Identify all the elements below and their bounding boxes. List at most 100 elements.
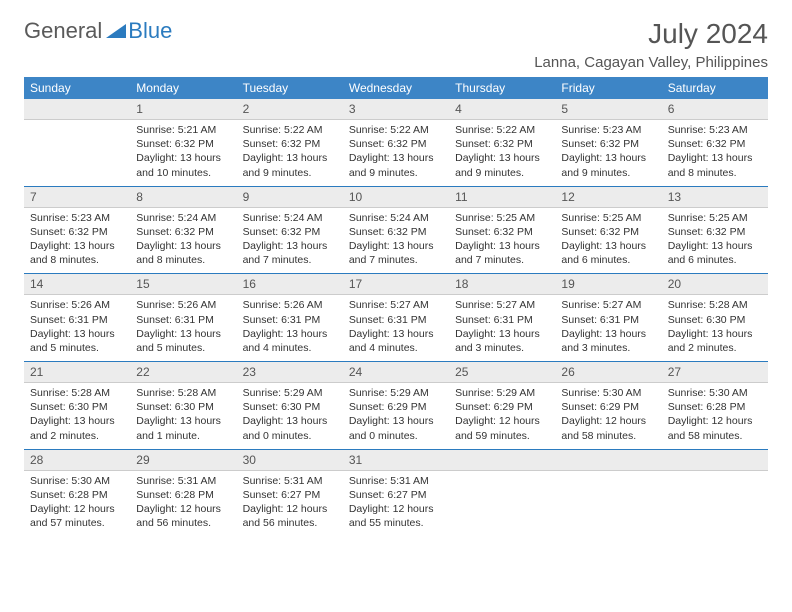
day-detail-row: Sunrise: 5:28 AMSunset: 6:30 PMDaylight:… [24, 383, 768, 450]
day-detail-cell: Sunrise: 5:24 AMSunset: 6:32 PMDaylight:… [237, 207, 343, 274]
sunrise-text: Sunrise: 5:31 AM [243, 474, 337, 488]
day-detail-cell: Sunrise: 5:28 AMSunset: 6:30 PMDaylight:… [662, 295, 768, 362]
daylight-text: Daylight: 13 hours and 7 minutes. [349, 239, 443, 267]
day-detail-cell: Sunrise: 5:27 AMSunset: 6:31 PMDaylight:… [555, 295, 661, 362]
sunset-text: Sunset: 6:30 PM [243, 400, 337, 414]
daylight-text: Daylight: 13 hours and 5 minutes. [30, 327, 124, 355]
day-number-cell: 28 [24, 449, 130, 470]
day-detail-cell: Sunrise: 5:26 AMSunset: 6:31 PMDaylight:… [24, 295, 130, 362]
day-number-cell: 17 [343, 274, 449, 295]
day-detail-cell: Sunrise: 5:29 AMSunset: 6:29 PMDaylight:… [343, 383, 449, 450]
day-number-cell: 12 [555, 186, 661, 207]
day-detail-row: Sunrise: 5:26 AMSunset: 6:31 PMDaylight:… [24, 295, 768, 362]
day-detail-row: Sunrise: 5:23 AMSunset: 6:32 PMDaylight:… [24, 207, 768, 274]
daylight-text: Daylight: 13 hours and 9 minutes. [561, 151, 655, 179]
sunset-text: Sunset: 6:28 PM [668, 400, 762, 414]
day-detail-cell: Sunrise: 5:24 AMSunset: 6:32 PMDaylight:… [343, 207, 449, 274]
sunrise-text: Sunrise: 5:29 AM [243, 386, 337, 400]
day-number-row: 21222324252627 [24, 362, 768, 383]
sunset-text: Sunset: 6:31 PM [136, 313, 230, 327]
day-detail-cell: Sunrise: 5:28 AMSunset: 6:30 PMDaylight:… [130, 383, 236, 450]
sunset-text: Sunset: 6:32 PM [668, 137, 762, 151]
weekday-header: Tuesday [237, 77, 343, 99]
day-number-cell: 15 [130, 274, 236, 295]
sunrise-text: Sunrise: 5:29 AM [455, 386, 549, 400]
sunset-text: Sunset: 6:29 PM [349, 400, 443, 414]
weekday-header: Sunday [24, 77, 130, 99]
day-number-row: 78910111213 [24, 186, 768, 207]
sunrise-text: Sunrise: 5:29 AM [349, 386, 443, 400]
sunrise-text: Sunrise: 5:24 AM [136, 211, 230, 225]
weekday-header: Monday [130, 77, 236, 99]
month-title: July 2024 [534, 18, 768, 50]
sunset-text: Sunset: 6:32 PM [30, 225, 124, 239]
day-detail-cell: Sunrise: 5:30 AMSunset: 6:28 PMDaylight:… [662, 383, 768, 450]
day-detail-cell: Sunrise: 5:30 AMSunset: 6:28 PMDaylight:… [24, 470, 130, 536]
daylight-text: Daylight: 13 hours and 5 minutes. [136, 327, 230, 355]
daylight-text: Daylight: 13 hours and 6 minutes. [561, 239, 655, 267]
day-detail-cell: Sunrise: 5:31 AMSunset: 6:28 PMDaylight:… [130, 470, 236, 536]
day-number-cell: 2 [237, 99, 343, 120]
daylight-text: Daylight: 12 hours and 56 minutes. [136, 502, 230, 530]
sunset-text: Sunset: 6:32 PM [668, 225, 762, 239]
sunset-text: Sunset: 6:31 PM [561, 313, 655, 327]
sunrise-text: Sunrise: 5:31 AM [349, 474, 443, 488]
day-number-cell: 11 [449, 186, 555, 207]
sunrise-text: Sunrise: 5:24 AM [243, 211, 337, 225]
day-detail-cell: Sunrise: 5:21 AMSunset: 6:32 PMDaylight:… [130, 120, 236, 187]
day-number-cell: 26 [555, 362, 661, 383]
sunset-text: Sunset: 6:32 PM [243, 225, 337, 239]
sunrise-text: Sunrise: 5:27 AM [561, 298, 655, 312]
calendar-body: 123456Sunrise: 5:21 AMSunset: 6:32 PMDay… [24, 99, 768, 536]
day-detail-cell [449, 470, 555, 536]
sunrise-text: Sunrise: 5:23 AM [668, 123, 762, 137]
sunrise-text: Sunrise: 5:26 AM [30, 298, 124, 312]
sunrise-text: Sunrise: 5:23 AM [30, 211, 124, 225]
sunrise-text: Sunrise: 5:27 AM [455, 298, 549, 312]
sunrise-text: Sunrise: 5:21 AM [136, 123, 230, 137]
sunrise-text: Sunrise: 5:30 AM [30, 474, 124, 488]
sunset-text: Sunset: 6:27 PM [243, 488, 337, 502]
day-number-cell [662, 449, 768, 470]
day-detail-cell: Sunrise: 5:22 AMSunset: 6:32 PMDaylight:… [343, 120, 449, 187]
daylight-text: Daylight: 12 hours and 55 minutes. [349, 502, 443, 530]
day-number-cell: 23 [237, 362, 343, 383]
day-detail-cell: Sunrise: 5:27 AMSunset: 6:31 PMDaylight:… [449, 295, 555, 362]
sunset-text: Sunset: 6:30 PM [30, 400, 124, 414]
day-detail-cell [24, 120, 130, 187]
day-number-cell: 18 [449, 274, 555, 295]
location-text: Lanna, Cagayan Valley, Philippines [534, 54, 768, 71]
sunrise-text: Sunrise: 5:24 AM [349, 211, 443, 225]
day-number-cell: 22 [130, 362, 236, 383]
day-detail-cell: Sunrise: 5:22 AMSunset: 6:32 PMDaylight:… [449, 120, 555, 187]
sunset-text: Sunset: 6:32 PM [349, 137, 443, 151]
daylight-text: Daylight: 12 hours and 58 minutes. [561, 414, 655, 442]
day-detail-cell: Sunrise: 5:23 AMSunset: 6:32 PMDaylight:… [24, 207, 130, 274]
sunset-text: Sunset: 6:31 PM [243, 313, 337, 327]
sunset-text: Sunset: 6:30 PM [136, 400, 230, 414]
brand-blue-text: Blue [128, 18, 172, 44]
daylight-text: Daylight: 13 hours and 0 minutes. [349, 414, 443, 442]
daylight-text: Daylight: 13 hours and 8 minutes. [30, 239, 124, 267]
day-detail-cell: Sunrise: 5:26 AMSunset: 6:31 PMDaylight:… [237, 295, 343, 362]
day-number-cell: 19 [555, 274, 661, 295]
day-number-cell: 10 [343, 186, 449, 207]
day-detail-cell: Sunrise: 5:30 AMSunset: 6:29 PMDaylight:… [555, 383, 661, 450]
sunrise-text: Sunrise: 5:22 AM [455, 123, 549, 137]
daylight-text: Daylight: 12 hours and 56 minutes. [243, 502, 337, 530]
weekday-header: Wednesday [343, 77, 449, 99]
day-number-cell: 8 [130, 186, 236, 207]
day-number-cell: 9 [237, 186, 343, 207]
day-detail-cell: Sunrise: 5:25 AMSunset: 6:32 PMDaylight:… [555, 207, 661, 274]
sunset-text: Sunset: 6:32 PM [561, 225, 655, 239]
daylight-text: Daylight: 12 hours and 59 minutes. [455, 414, 549, 442]
daylight-text: Daylight: 13 hours and 0 minutes. [243, 414, 337, 442]
sunset-text: Sunset: 6:32 PM [136, 225, 230, 239]
day-detail-cell: Sunrise: 5:29 AMSunset: 6:29 PMDaylight:… [449, 383, 555, 450]
day-detail-cell [662, 470, 768, 536]
sunrise-text: Sunrise: 5:31 AM [136, 474, 230, 488]
calendar-header-row: Sunday Monday Tuesday Wednesday Thursday… [24, 77, 768, 99]
day-detail-row: Sunrise: 5:21 AMSunset: 6:32 PMDaylight:… [24, 120, 768, 187]
daylight-text: Daylight: 13 hours and 8 minutes. [668, 151, 762, 179]
sunrise-text: Sunrise: 5:28 AM [136, 386, 230, 400]
